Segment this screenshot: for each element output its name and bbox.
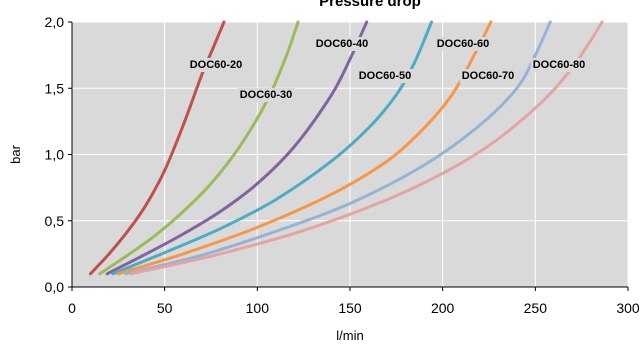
y-tick-label: 1,0	[45, 147, 65, 163]
y-tick-label: 1,5	[45, 80, 65, 96]
series-label-doc60-60: DOC60-60	[437, 38, 490, 50]
series-line-doc60-70	[124, 20, 552, 276]
y-tick-label: 2,0	[45, 14, 65, 30]
series-label-doc60-30: DOC60-30	[240, 89, 293, 101]
axes: 0,0 0,5 1,0 1,5 2,0 0 50 100 150 200 250 300	[45, 14, 640, 316]
y-axis-title: bar	[8, 144, 23, 163]
x-tick-label: 300	[616, 300, 640, 316]
x-axis-title: l/min	[336, 328, 363, 343]
series-labels: DOC60-20 DOC60-30 DOC60-40 DOC60-50 DOC60-60…	[187, 37, 588, 102]
y-tick-label: 0,5	[45, 213, 65, 229]
x-tick-label: 200	[431, 300, 455, 316]
series-label-doc60-70: DOC60-70	[462, 70, 515, 82]
series-label-doc60-50: DOC60-50	[359, 70, 412, 82]
chart-title: Pressure drop	[319, 0, 421, 10]
series-label-doc60-80: DOC60-80	[533, 59, 586, 71]
x-tick-label: 0	[68, 300, 76, 316]
series-label-background	[187, 58, 245, 72]
series-label-background	[356, 69, 414, 83]
series-label-background	[530, 58, 588, 72]
series-line-doc60-80	[129, 20, 604, 276]
x-tick-label: 150	[338, 300, 362, 316]
x-tick-label: 50	[157, 300, 173, 316]
x-tick-label: 250	[524, 300, 548, 316]
series-label-doc60-20: DOC60-20	[190, 59, 243, 71]
series-label-doc60-40: DOC60-40	[316, 38, 369, 50]
series-line-doc60-30	[98, 20, 300, 276]
series-label-background	[237, 88, 295, 102]
series-line-doc60-20	[89, 20, 226, 276]
series-line-doc60-40	[105, 20, 369, 276]
x-tick-label: 100	[246, 300, 270, 316]
series-label-background	[434, 37, 492, 51]
y-tick-label: 0,0	[45, 279, 65, 295]
series-label-background	[313, 37, 371, 51]
series-label-background	[459, 69, 517, 83]
